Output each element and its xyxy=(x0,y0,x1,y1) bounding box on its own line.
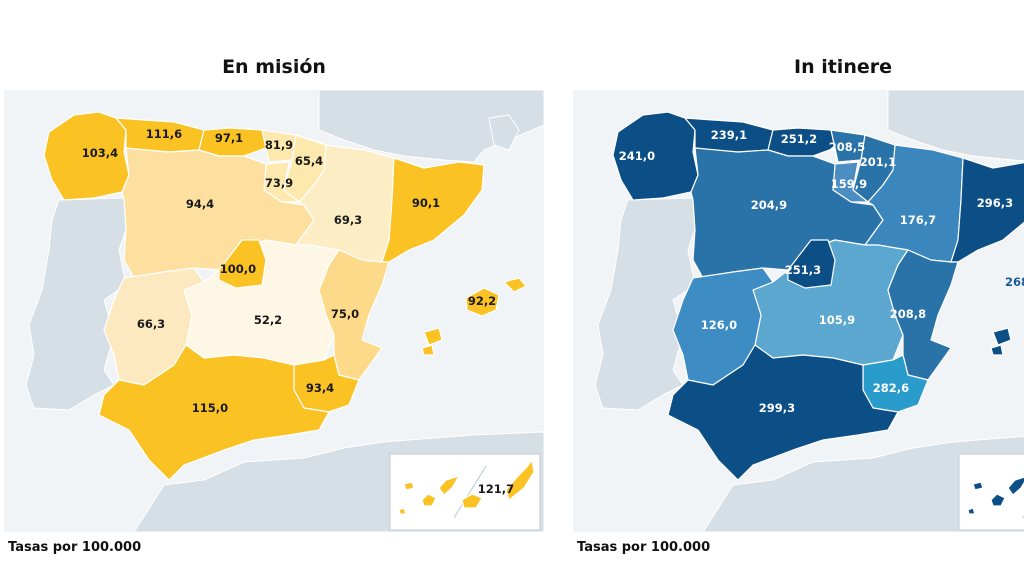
value-label-pais-vasco: 81,9 xyxy=(265,138,293,152)
value-label-asturias: 239,1 xyxy=(711,128,747,142)
region-cataluna[interactable] xyxy=(381,157,485,263)
land-africa xyxy=(702,435,1024,532)
canary-inset xyxy=(958,453,1024,531)
region-valencia[interactable] xyxy=(318,249,390,381)
value-label-castilla-leon: 94,4 xyxy=(186,197,214,211)
canary-inset xyxy=(389,453,541,531)
value-label-la-rioja: 73,9 xyxy=(265,176,293,190)
value-label-galicia: 241,0 xyxy=(619,149,655,163)
value-label-andalucia: 115,0 xyxy=(192,401,228,415)
value-label-aragon: 69,3 xyxy=(334,213,362,227)
value-label-aragon: 176,7 xyxy=(900,213,936,227)
land-france xyxy=(318,90,544,163)
regions xyxy=(43,111,527,481)
value-label-castilla-la-mancha: 105,9 xyxy=(819,313,855,327)
value-label-cantabria: 251,2 xyxy=(781,132,817,146)
land-portugal xyxy=(25,197,130,411)
value-label-madrid: 100,0 xyxy=(220,262,256,276)
region-pais-vasco[interactable] xyxy=(830,129,866,163)
value-label-castilla-la-mancha: 52,2 xyxy=(254,313,282,327)
value-label-pais-vasco: 208,5 xyxy=(829,140,865,154)
spain-map: 103,4 111,6 97,1 81,9 65,4 73,9 94,4 69,… xyxy=(4,90,544,532)
land-portugal xyxy=(594,197,699,411)
region-cataluna[interactable] xyxy=(950,157,1024,263)
land-corsica xyxy=(488,114,520,151)
value-label-extremadura: 126,0 xyxy=(701,318,737,332)
region-andalucia[interactable] xyxy=(667,344,899,481)
value-label-navarra: 201,1 xyxy=(860,155,896,169)
region-baleares[interactable] xyxy=(421,277,527,356)
region-canarias[interactable] xyxy=(967,460,1024,515)
value-label-la-rioja: 159,9 xyxy=(831,177,867,191)
value-label-valencia: 75,0 xyxy=(331,307,359,321)
region-baleares[interactable] xyxy=(990,278,1024,356)
value-label-madrid: 251,3 xyxy=(785,263,821,277)
value-label-cataluna: 90,1 xyxy=(412,196,440,210)
footnote: Tasas por 100.000 xyxy=(8,540,142,555)
map-panel-en-mision: En misión xyxy=(4,0,544,576)
footnote: Tasas por 100.000 xyxy=(577,540,711,555)
regions xyxy=(612,111,1024,481)
value-label-murcia: 93,4 xyxy=(306,381,334,395)
spain-map: 241,0 239,1 251,2 208,5 201,1 159,9 204,… xyxy=(573,90,1024,532)
value-label-canarias: 121,7 xyxy=(478,482,514,496)
region-valencia[interactable] xyxy=(887,249,959,381)
region-canarias[interactable] xyxy=(398,459,535,515)
region-andalucia[interactable] xyxy=(98,344,330,481)
region-madrid[interactable] xyxy=(218,239,267,289)
region-pais-vasco[interactable] xyxy=(261,129,297,163)
value-label-cantabria: 97,1 xyxy=(215,131,243,145)
land-france xyxy=(887,90,1024,162)
value-label-castilla-leon: 204,9 xyxy=(751,198,787,212)
value-label-navarra: 65,4 xyxy=(295,154,323,168)
region-value-labels: 241,0 239,1 251,2 208,5 201,1 159,9 204,… xyxy=(619,128,1024,415)
map-title: In itinere xyxy=(794,56,892,78)
value-label-cataluna: 296,3 xyxy=(977,196,1013,210)
value-label-extremadura: 66,3 xyxy=(137,317,165,331)
value-label-valencia: 208,8 xyxy=(890,307,926,321)
region-madrid[interactable] xyxy=(787,239,836,289)
value-label-asturias: 111,6 xyxy=(146,127,182,141)
value-label-murcia: 282,6 xyxy=(873,381,909,395)
value-label-galicia: 103,4 xyxy=(82,146,118,160)
map-panel-in-itinere: In itinere xyxy=(573,0,1024,576)
region-value-labels: 103,4 111,6 97,1 81,9 65,4 73,9 94,4 69,… xyxy=(82,127,514,496)
value-label-baleares: 268,5 xyxy=(1005,275,1024,289)
map-title: En misión xyxy=(222,56,326,78)
value-label-andalucia: 299,3 xyxy=(759,401,795,415)
value-label-baleares: 92,2 xyxy=(468,294,496,308)
